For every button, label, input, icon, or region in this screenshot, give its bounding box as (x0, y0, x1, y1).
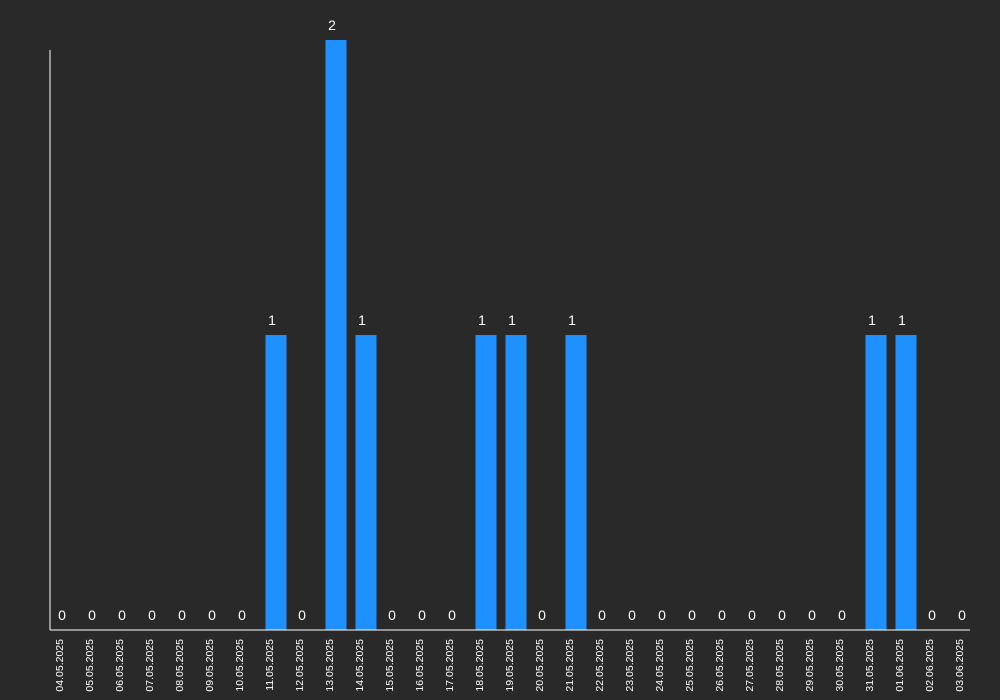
x-tick-label-27.05.2025: 27.05.2025 (744, 639, 756, 692)
x-tick-label-30.05.2025: 30.05.2025 (834, 639, 846, 692)
data-label-05.05.2025: 0 (88, 607, 96, 623)
data-label-06.05.2025: 0 (118, 607, 126, 623)
x-tick-labels-group: 04.05.2025 05.05.2025 06.05.2025 07.05.2025… (54, 639, 966, 692)
x-tick-label-05.05.2025: 05.05.2025 (84, 639, 96, 692)
x-tick-label-04.05.2025: 04.05.2025 (54, 639, 66, 692)
x-tick-label-26.05.2025: 26.05.2025 (714, 639, 726, 692)
x-tick-label-23.05.2025: 23.05.2025 (624, 639, 636, 692)
x-tick-label-10.05.2025: 10.05.2025 (234, 639, 246, 692)
x-tick-label-08.05.2025: 08.05.2025 (174, 639, 186, 692)
bar-19.05.2025 (505, 335, 527, 630)
bar-31.05.2025 (865, 335, 887, 630)
value-labels-group: 0 0 0 0 0 0 0 1 0 2 1 0 0 0 1 1 0 1 0 0 0 0 0 0 0 0 0 1 1 0 0 (58, 17, 966, 623)
data-label-09.05.2025: 0 (208, 607, 216, 623)
data-label-21.05.2025: 1 (568, 312, 576, 328)
bar-01.06.2025 (895, 335, 917, 630)
data-label-22.05.2025: 0 (598, 607, 606, 623)
data-label-29.05.2025: 0 (808, 607, 816, 623)
x-tick-label-16.05.2025: 16.05.2025 (414, 639, 426, 692)
x-tick-label-09.05.2025: 09.05.2025 (204, 639, 216, 692)
x-tick-label-24.05.2025: 24.05.2025 (654, 639, 666, 692)
data-label-18.05.2025: 1 (478, 312, 486, 328)
x-tick-label-13.05.2025: 13.05.2025 (324, 639, 336, 692)
x-tick-label-07.05.2025: 07.05.2025 (144, 639, 156, 692)
data-label-07.05.2025: 0 (148, 607, 156, 623)
x-tick-label-06.05.2025: 06.05.2025 (114, 639, 126, 692)
bars-group (265, 40, 917, 630)
data-label-16.05.2025: 0 (418, 607, 426, 623)
bar-13.05.2025 (325, 40, 347, 630)
data-label-26.05.2025: 0 (718, 607, 726, 623)
x-tick-label-21.05.2025: 21.05.2025 (564, 639, 576, 692)
data-label-27.05.2025: 0 (748, 607, 756, 623)
data-label-15.05.2025: 0 (388, 607, 396, 623)
data-label-23.05.2025: 0 (628, 607, 636, 623)
data-label-03.06.2025: 0 (958, 607, 966, 623)
data-label-25.05.2025: 0 (688, 607, 696, 623)
data-label-24.05.2025: 0 (658, 607, 666, 623)
data-label-08.05.2025: 0 (178, 607, 186, 623)
x-tick-label-29.05.2025: 29.05.2025 (804, 639, 816, 692)
x-tick-label-22.05.2025: 22.05.2025 (594, 639, 606, 692)
data-label-02.06.2025: 0 (928, 607, 936, 623)
x-tick-label-31.05.2025: 31.05.2025 (864, 639, 876, 692)
data-label-30.05.2025: 0 (838, 607, 846, 623)
x-tick-label-01.06.2025: 01.06.2025 (894, 639, 906, 692)
data-label-01.06.2025: 1 (898, 312, 906, 328)
data-label-13.05.2025: 2 (328, 17, 336, 33)
x-tick-label-25.05.2025: 25.05.2025 (684, 639, 696, 692)
data-label-19.05.2025: 1 (508, 312, 516, 328)
data-label-17.05.2025: 0 (448, 607, 456, 623)
x-tick-label-18.05.2025: 18.05.2025 (474, 639, 486, 692)
x-tick-label-03.06.2025: 03.06.2025 (954, 639, 966, 692)
x-tick-label-12.05.2025: 12.05.2025 (294, 639, 306, 692)
x-tick-label-14.05.2025: 14.05.2025 (354, 639, 366, 692)
data-label-20.05.2025: 0 (538, 607, 546, 623)
data-label-11.05.2025: 1 (268, 312, 276, 328)
bar-11.05.2025 (265, 335, 287, 630)
data-label-31.05.2025: 1 (868, 312, 876, 328)
data-label-12.05.2025: 0 (298, 607, 306, 623)
x-tick-label-17.05.2025: 17.05.2025 (444, 639, 456, 692)
x-tick-label-02.06.2025: 02.06.2025 (924, 639, 936, 692)
x-tick-label-20.05.2025: 20.05.2025 (534, 639, 546, 692)
x-tick-label-28.05.2025: 28.05.2025 (774, 639, 786, 692)
x-tick-label-11.05.2025: 11.05.2025 (264, 639, 276, 691)
data-label-10.05.2025: 0 (238, 607, 246, 623)
data-label-14.05.2025: 1 (358, 312, 366, 328)
data-label-28.05.2025: 0 (778, 607, 786, 623)
data-label-04.05.2025: 0 (58, 607, 66, 623)
bar-21.05.2025 (565, 335, 587, 630)
x-tick-label-15.05.2025: 15.05.2025 (384, 639, 396, 692)
bar-14.05.2025 (355, 335, 377, 630)
x-tick-label-19.05.2025: 19.05.2025 (504, 639, 516, 692)
bar-18.05.2025 (475, 335, 497, 630)
